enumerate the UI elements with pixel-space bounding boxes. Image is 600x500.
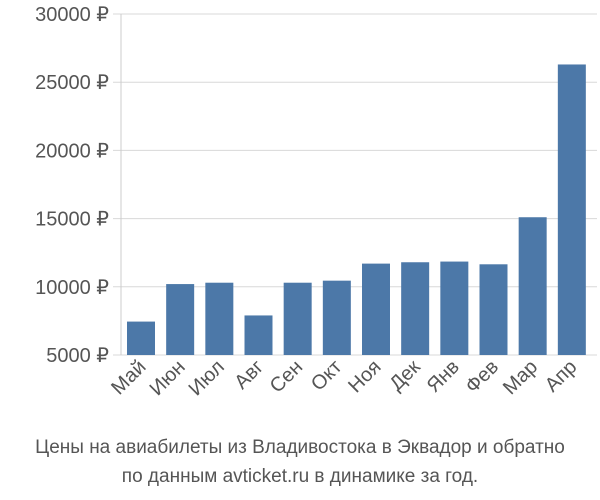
y-tick-label: 15000 ₽ <box>35 209 109 231</box>
caption-line-1: Цены на авиабилеты из Владивостока в Экв… <box>35 437 565 458</box>
bar-5 <box>283 282 312 355</box>
bar-6 <box>322 280 351 355</box>
bar-4 <box>244 315 273 355</box>
y-tick-label: 10000 ₽ <box>35 277 109 299</box>
x-category-label: Апр <box>541 356 582 397</box>
x-category-label: Июн <box>146 356 190 400</box>
x-category-label: Дек <box>386 356 425 395</box>
bar-11 <box>518 217 547 355</box>
price-bar-chart: 5000 ₽ 10000 ₽ 15000 ₽ 20000 ₽ 25000 ₽ 30000 … <box>35 4 597 400</box>
x-category-label: Сен <box>266 356 307 397</box>
x-category-label: Мар <box>499 356 542 399</box>
x-category-label: Июл <box>185 356 229 400</box>
bar-2 <box>166 284 195 355</box>
y-tick-label: 20000 ₽ <box>35 140 109 162</box>
bar-1 <box>127 321 155 355</box>
y-tick-label: 30000 ₽ <box>35 4 109 26</box>
bar-8 <box>401 262 430 355</box>
x-category-label: Янв <box>423 356 464 397</box>
chart-caption: Цены на авиабилеты из Владивостока в Экв… <box>0 433 600 491</box>
y-tick-label: 5000 ₽ <box>46 345 109 367</box>
y-axis-ticks: 5000 ₽ 10000 ₽ 15000 ₽ 20000 ₽ 25000 ₽ 30000 … <box>35 4 109 367</box>
y-tick-label: 25000 ₽ <box>35 72 109 94</box>
caption-line-2: по данным avticket.ru в динамике за год. <box>121 466 479 487</box>
x-category-label: Фев <box>461 356 503 398</box>
bars <box>127 64 586 355</box>
bar-9 <box>440 261 469 355</box>
x-category-label: Май <box>107 356 150 399</box>
bar-12 <box>557 64 586 355</box>
x-category-label: Ноя <box>344 356 385 397</box>
x-category-label: Окт <box>307 356 346 395</box>
x-category-label: Авг <box>230 356 268 394</box>
bar-10 <box>479 264 508 355</box>
bar-3 <box>205 282 234 355</box>
bar-7 <box>362 263 390 355</box>
